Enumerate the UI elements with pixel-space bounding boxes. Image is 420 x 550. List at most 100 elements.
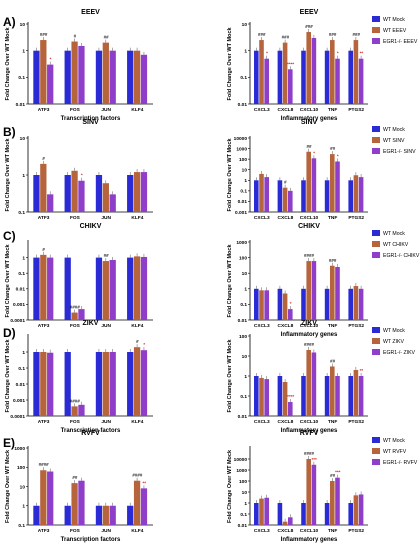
significance-label: # <box>42 156 45 161</box>
significance-label: ** <box>360 51 364 56</box>
y-axis-label: Fold Change Over WT Mock <box>227 244 233 318</box>
x-axis-label: Inflammatory genes <box>281 537 338 543</box>
significance-label: ** <box>142 480 146 485</box>
y-tick-label: 0.01 <box>238 199 248 205</box>
bar <box>358 288 364 320</box>
significance-label: *** <box>312 457 318 462</box>
bar <box>264 379 269 416</box>
x-axis-label: Inflammatory genes <box>281 428 338 434</box>
y-tick-label: 10 <box>242 168 248 174</box>
x-tick-label: FOS <box>70 107 81 113</box>
x-tick-label: CXCL10 <box>300 419 319 425</box>
y-tick-label: 1 <box>22 504 25 510</box>
panel-title: RVFV <box>81 430 100 437</box>
y-tick-label: 0.01 <box>16 102 26 108</box>
significance-label: # <box>42 247 45 252</box>
significance-label: *** <box>335 470 341 475</box>
bar <box>95 505 103 525</box>
bar <box>301 503 306 525</box>
bar <box>254 503 259 525</box>
x-tick-label: ATF3 <box>38 419 50 425</box>
y-tick-label: 0.1 <box>18 271 25 277</box>
x-tick-label: TNF <box>328 419 337 425</box>
bar <box>264 177 269 212</box>
x-axis-label: Transcription factors <box>61 116 121 122</box>
significance-label: * <box>313 150 315 155</box>
bar <box>282 187 288 212</box>
significance-label: # <box>74 34 77 39</box>
x-tick-label: TNF <box>328 215 337 221</box>
bar <box>264 58 269 104</box>
legend-swatch <box>372 27 380 33</box>
legend-label: WT Mock <box>383 17 405 23</box>
panel-title: RVFV <box>300 430 319 437</box>
bar <box>324 50 330 104</box>
bar <box>71 406 78 416</box>
legend-swatch <box>372 126 380 132</box>
y-tick-label: 0.1 <box>240 302 247 308</box>
x-tick-label: FOS <box>70 215 81 221</box>
bar <box>282 521 288 525</box>
significance-label: ### <box>305 24 313 29</box>
y-tick-label: 1 <box>244 48 247 54</box>
bar <box>64 257 71 320</box>
y-tick-label: 10 <box>242 354 248 360</box>
bar <box>259 290 264 320</box>
bar <box>277 180 283 212</box>
x-tick-label: CXCL3 <box>254 528 270 534</box>
significance-label: ## <box>104 35 110 40</box>
panel-letter: C) <box>3 229 16 243</box>
significance-label: ### <box>352 32 360 37</box>
y-tick-label: 100 <box>239 157 247 163</box>
bar <box>335 376 340 416</box>
bar <box>335 477 340 525</box>
bar <box>47 352 54 416</box>
panel-title: EEEV <box>300 9 319 16</box>
x-tick-label: PTGS2 <box>348 419 364 425</box>
y-tick-label: 1 <box>244 178 247 184</box>
y-tick-label: 10 <box>242 22 248 28</box>
x-tick-label: KLF4 <box>131 419 143 425</box>
legend-label: WT RVFV <box>383 449 407 455</box>
significance-label: **** <box>287 61 294 66</box>
x-axis-label: Inflammatory genes <box>281 116 338 122</box>
bar <box>254 50 259 104</box>
bar <box>140 172 148 212</box>
x-tick-label: CXCL3 <box>254 419 270 425</box>
bar <box>311 158 317 212</box>
y-tick-label: 10 <box>20 22 26 28</box>
y-axis-label: Fold Change Over WT Mock <box>227 138 233 212</box>
x-tick-label: CXCL10 <box>300 528 319 534</box>
bar <box>287 69 293 104</box>
x-tick-label: PTGS2 <box>348 215 364 221</box>
bar <box>264 497 269 525</box>
bar <box>140 256 148 320</box>
bar <box>127 257 134 320</box>
y-tick-label: 0.1 <box>18 523 25 529</box>
bar <box>277 288 283 320</box>
legend-swatch <box>372 338 380 344</box>
bar <box>47 471 54 525</box>
y-axis-label: Fold Change Over WT Mock <box>5 244 11 318</box>
bar <box>358 376 364 416</box>
significance-label: ### <box>282 35 290 40</box>
y-tick-label: 0.01 <box>16 287 26 293</box>
bar <box>133 256 141 320</box>
bar <box>324 376 330 416</box>
significance-label: * <box>337 153 339 158</box>
bar <box>330 40 335 104</box>
y-axis-label: Fold Change Over WT Mock <box>5 27 11 101</box>
x-tick-label: JUN <box>101 419 111 425</box>
significance-label: # <box>284 180 287 185</box>
significance-label: #### <box>304 253 315 258</box>
bar <box>301 288 306 320</box>
x-tick-label: KLF4 <box>131 323 143 329</box>
significance-label: ** <box>360 368 364 373</box>
x-tick-label: CXCL3 <box>254 107 270 113</box>
y-tick-label: 1000 <box>236 240 247 246</box>
bar <box>127 175 134 212</box>
bar <box>133 172 141 212</box>
y-axis-label: Fold Change Over WT Mock <box>227 27 233 101</box>
panel-title: SINV <box>301 119 318 126</box>
bar <box>287 517 293 525</box>
